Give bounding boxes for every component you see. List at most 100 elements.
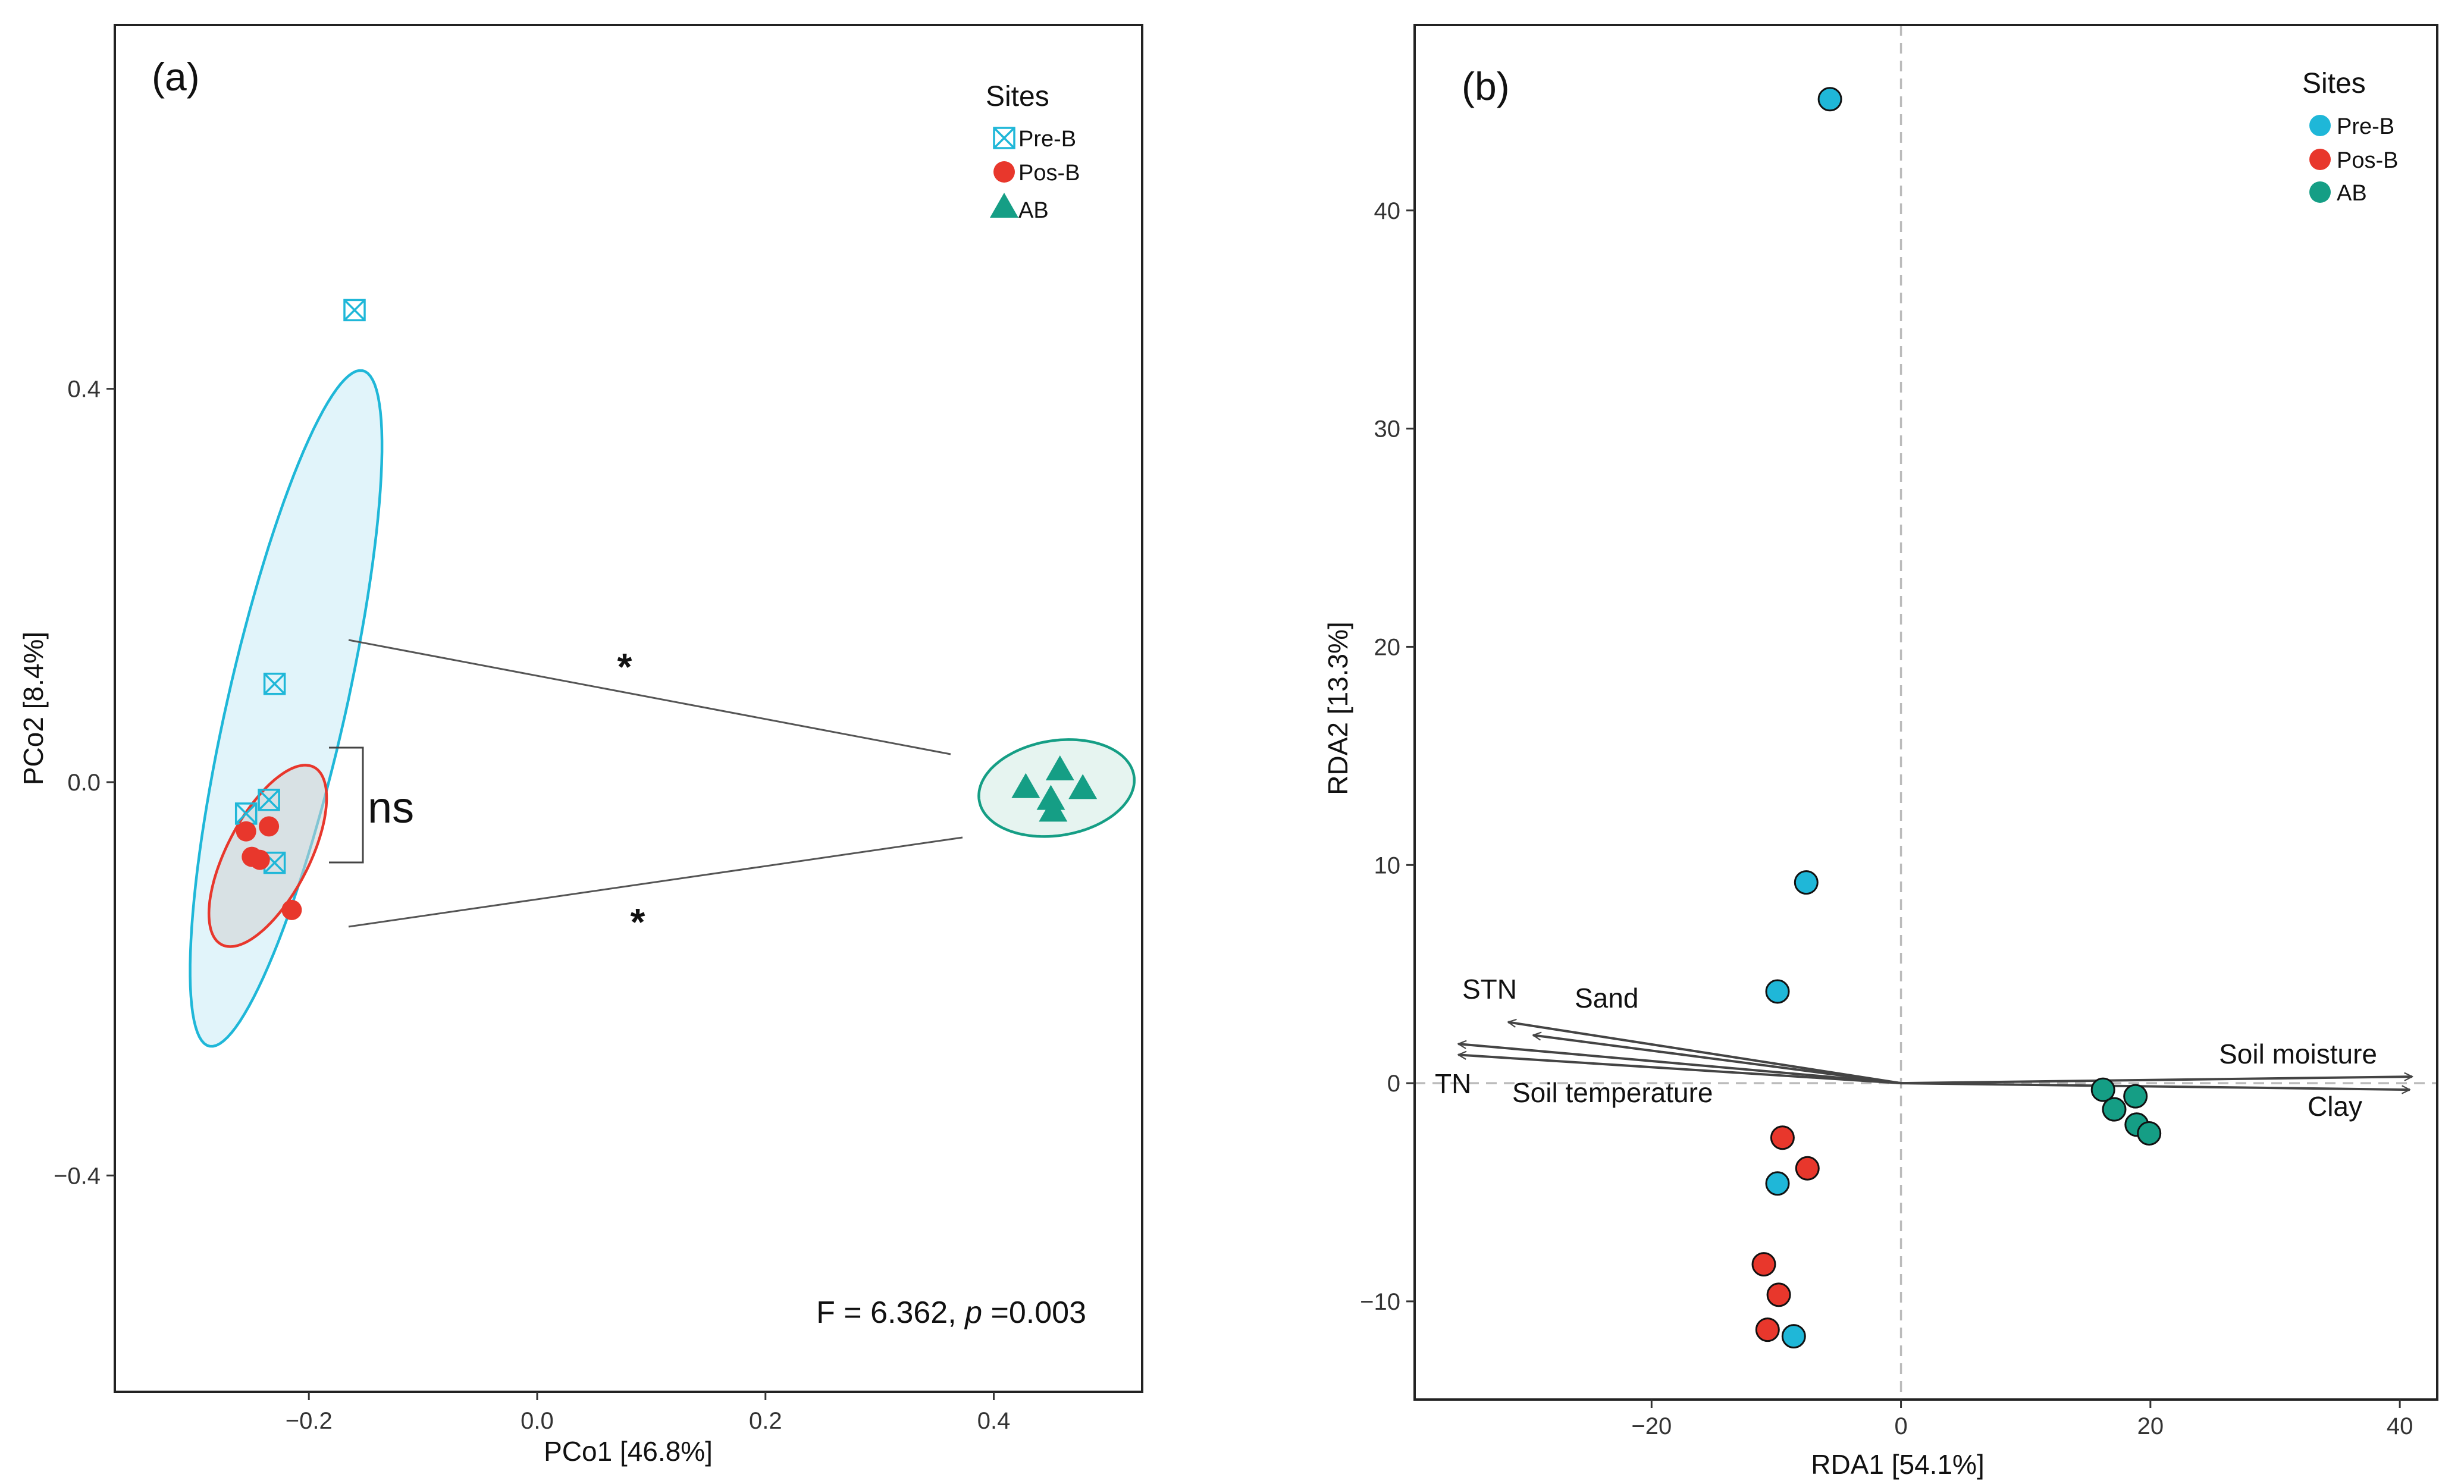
x-tick-label: 40: [2387, 1413, 2413, 1439]
y-tick-label: 0: [1387, 1071, 1400, 1097]
point-ab: [2137, 1121, 2162, 1146]
legend-item-pre-b: Pre-B: [993, 127, 1076, 152]
legend-item-pos-b: Pos-B: [993, 161, 1080, 186]
comparison-line-bottom: [348, 836, 963, 928]
panel-a-pcoa: −0.2 0.0 0.2 0.4 −0.4 0.0 0.4 (a) PCo1 [46.8%…: [18, 24, 1143, 1467]
stat-text-main: F = 6.362,: [816, 1295, 965, 1330]
point-pos-b: [1766, 1282, 1791, 1307]
vector-label-tn: TN: [1435, 1068, 1471, 1099]
y-tick-label: −10: [1360, 1289, 1400, 1315]
legend-item-ab: AB: [2309, 181, 2367, 206]
point-pre-b: [258, 789, 280, 811]
stat-text-tail: =0.003: [982, 1295, 1086, 1330]
x-tick-label: 0.0: [521, 1408, 554, 1434]
legend-label-pos-b: Pos-B: [1018, 161, 1080, 186]
y-axis: −0.4 0.0 0.4: [54, 377, 115, 1189]
star-label-top: *: [617, 645, 632, 688]
y-tick-label: 10: [1374, 852, 1401, 879]
x-axis: −0.2 0.0 0.2 0.4: [286, 1392, 1011, 1434]
legend-label-pos-b: Pos-B: [2337, 148, 2398, 173]
vector-soil-temperature: [1458, 1055, 1901, 1085]
point-ab: [2123, 1084, 2148, 1109]
y-tick-label: 20: [1374, 634, 1401, 660]
vector-label-soil-moisture: Soil moisture: [2219, 1039, 2377, 1069]
y-axis: −10 0 10 20 30 40: [1360, 198, 1415, 1315]
point-pos-b: [1795, 1156, 1820, 1181]
vector-stn: [1508, 1022, 1901, 1085]
point-pos-b: [1770, 1125, 1795, 1150]
legend: Sites Pre-B Pos-B AB: [2302, 68, 2398, 206]
panel-b-rda: −20 0 20 40 −10 0 10 20 30 40 (b) RDA1 [54.1%] R…: [1322, 24, 2438, 1480]
ellipse-pre-b: [189, 369, 384, 1048]
legend-marker-pos-b: [993, 161, 1015, 183]
comparison-line-top: [348, 639, 951, 755]
legend-marker-pos-b: [2309, 149, 2331, 170]
point-pos-b: [1751, 1252, 1776, 1277]
group-comparison-lines: [329, 639, 963, 928]
point-pos-b: [249, 849, 270, 870]
legend-item-pre-b: Pre-B: [2309, 114, 2394, 139]
stat-annotation: F = 6.362, p =0.003: [816, 1295, 1086, 1330]
panel-label: (b): [1462, 64, 1510, 108]
vector-label-soil-temperature: Soil temperature: [1512, 1077, 1713, 1108]
x-axis-title: PCo1 [46.8%]: [544, 1436, 713, 1467]
point-pre-b: [1817, 87, 1842, 112]
y-tick-label: −0.4: [54, 1163, 101, 1189]
point-ab: [1068, 774, 1098, 799]
point-pre-b: [1794, 870, 1819, 895]
vector-soil-moisture: [1901, 1077, 2413, 1085]
star-label-bottom: *: [631, 901, 645, 943]
plot-frame: [114, 24, 1143, 1393]
group-points: [234, 299, 1098, 920]
vector-label-stn: STN: [1462, 974, 1517, 1005]
legend-item-pos-b: Pos-B: [2309, 148, 2398, 173]
x-axis: −20 0 20 40: [1631, 1400, 2413, 1439]
legend-title: Sites: [2302, 68, 2366, 99]
point-pos-b: [1755, 1317, 1780, 1342]
vector-label-clay: Clay: [2308, 1091, 2362, 1122]
y-tick-label: 40: [1374, 198, 1401, 224]
legend: Sites Pre-B Pos-B AB: [986, 81, 1080, 223]
x-tick-label: −0.2: [286, 1408, 333, 1434]
legend-marker-ab: [2309, 181, 2331, 203]
group-ellipses: [189, 369, 1136, 1048]
legend-label-pre-b: Pre-B: [1018, 127, 1076, 152]
x-tick-label: 0.2: [749, 1408, 782, 1434]
legend-label-pre-b: Pre-B: [2337, 114, 2394, 139]
point-pos-b: [236, 821, 256, 842]
legend-marker-pre-b: [2309, 115, 2331, 136]
vector-tn: [1458, 1044, 1901, 1085]
y-axis-title: PCo2 [8.4%]: [18, 632, 49, 785]
legend-marker-ab: [990, 193, 1018, 218]
x-tick-label: 0.4: [977, 1408, 1011, 1434]
legend-label-ab: AB: [1018, 198, 1049, 223]
point-ab: [2102, 1097, 2127, 1122]
point-pre-b: [343, 299, 366, 322]
point-pos-b: [259, 816, 280, 837]
x-tick-label: −20: [1631, 1413, 1672, 1439]
group-points: [1751, 87, 2162, 1349]
point-pre-b: [263, 672, 286, 695]
ns-label: ns: [368, 783, 414, 832]
x-tick-label: 0: [1894, 1413, 1907, 1439]
vector-clay: [1901, 1082, 2410, 1090]
legend-label-ab: AB: [2337, 181, 2367, 206]
point-ab: [1011, 773, 1040, 798]
point-pre-b: [1781, 1324, 1806, 1349]
y-tick-label: 0.4: [67, 377, 101, 403]
ns-bracket: [329, 746, 364, 864]
group-vectors: [1458, 1022, 2412, 1090]
x-tick-label: 20: [2137, 1413, 2164, 1439]
y-tick-label: 30: [1374, 416, 1401, 443]
vector-label-sand: Sand: [1575, 983, 1638, 1014]
legend-title: Sites: [986, 81, 1049, 112]
legend-item-ab: AB: [990, 193, 1049, 223]
point-ab: [2090, 1077, 2115, 1102]
x-axis-title: RDA1 [54.1%]: [1811, 1449, 1984, 1480]
point-pre-b: [1765, 979, 1790, 1004]
plot-frame: [1413, 24, 2438, 1401]
y-axis-title: RDA2 [13.3%]: [1322, 622, 1353, 795]
legend-marker-pre-b: [993, 127, 1015, 149]
point-ab: [1045, 755, 1074, 780]
